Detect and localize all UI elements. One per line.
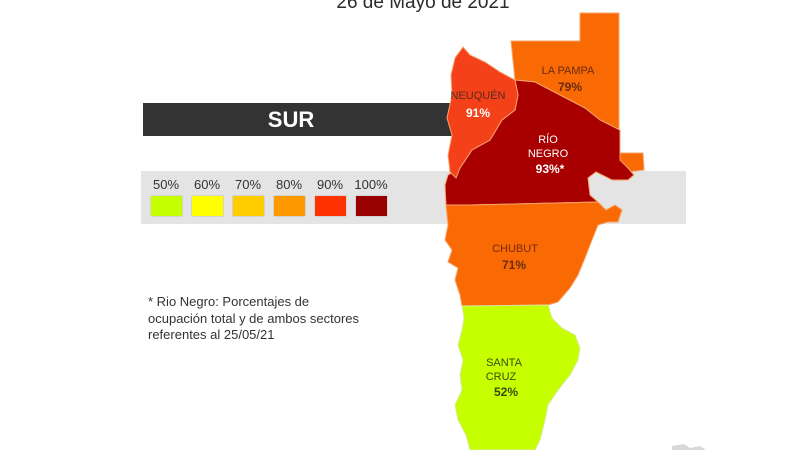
legend-label: 70% (234, 177, 262, 192)
legend-swatch (273, 196, 305, 216)
la-pampa-name: LA PAMPA (542, 65, 595, 77)
la-pampa-value: 79% (558, 80, 582, 94)
legend-swatch (232, 196, 264, 216)
legend-swatch (150, 196, 182, 216)
province-santa-cruz (454, 304, 581, 450)
legend-label: 50% (152, 177, 180, 192)
santa-cruz-name-line1: SANTA (486, 357, 523, 369)
legend-label: 80% (275, 177, 303, 192)
region-banner: SUR (143, 103, 455, 136)
legend-item-80: 80% (273, 177, 305, 216)
legend-item-70: 70% (232, 177, 264, 216)
islands-shape (672, 444, 706, 450)
legend-item-60: 60% (191, 177, 223, 216)
santa-cruz-value: 52% (494, 385, 518, 399)
legend-item-50: 50% (150, 177, 182, 216)
rio-negro-name-line2: NEGRO (528, 148, 569, 160)
rio-negro-footnote: * Rio Negro: Porcentajes de ocupación to… (148, 294, 360, 342)
neuquen-name: NEUQUÉN (450, 89, 505, 102)
legend-swatch (191, 196, 223, 216)
legend-label: 100% (354, 177, 388, 192)
legend-item-100: 100% (354, 177, 388, 216)
color-legend: 50% 60% 70% 80% 90% 100% (150, 177, 390, 216)
legend-swatch (314, 196, 346, 216)
rio-negro-value: 93%* (536, 162, 565, 176)
santa-cruz-name-line2: CRUZ (486, 371, 517, 383)
legend-swatch (355, 196, 387, 216)
chubut-name: CHUBUT (492, 243, 538, 255)
chubut-value: 71% (502, 258, 526, 272)
region-banner-label: SUR (267, 106, 315, 132)
map-date-title: 26 de Mayo de 2021 (336, 0, 510, 13)
legend-label: 90% (316, 177, 344, 192)
rio-negro-name-line1: RÍO (538, 133, 558, 146)
legend-item-90: 90% (314, 177, 346, 216)
legend-label: 60% (193, 177, 221, 192)
province-neuquen (446, 46, 519, 179)
neuquen-value: 91% (466, 106, 490, 120)
province-chubut (444, 201, 623, 307)
